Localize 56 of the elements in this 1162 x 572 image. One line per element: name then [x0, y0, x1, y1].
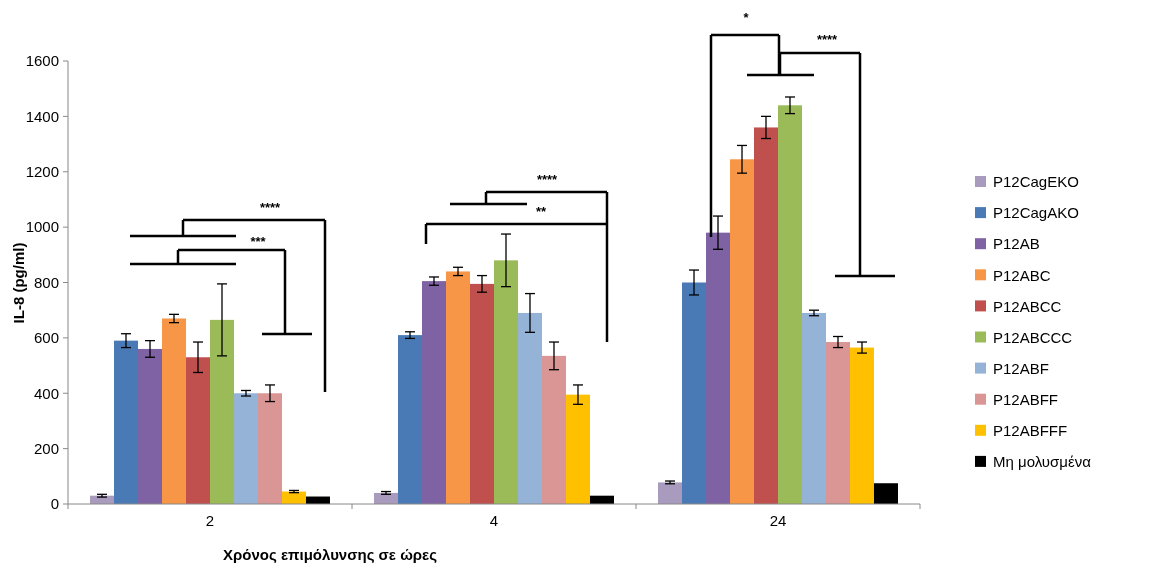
legend-label: P12ABFF: [993, 390, 1059, 408]
legend-label: P12ABF: [993, 359, 1049, 377]
bar: [494, 260, 518, 504]
y-tick-label: 0: [50, 495, 59, 513]
annotation: ****: [536, 172, 559, 187]
legend-label: P12ABFFF: [993, 422, 1068, 440]
bar: [658, 482, 683, 504]
y-tick-label: 1400: [25, 107, 59, 125]
legend-label: Μη μολυσμένα: [993, 453, 1092, 471]
bar: [114, 340, 139, 504]
legend-label: P12CagAKO: [993, 204, 1079, 222]
bar: [754, 127, 778, 504]
annotation: **: [535, 204, 547, 219]
bar: [565, 394, 590, 504]
x-tick-label: 2: [205, 512, 215, 529]
y-axis-title: IL-8 (pg/ml): [10, 242, 27, 324]
bar: [186, 357, 210, 504]
bar: [422, 281, 446, 504]
legend-label: P12CagEKO: [993, 173, 1079, 191]
y-tick-label: 800: [33, 273, 59, 291]
annotation: ****: [259, 200, 282, 215]
y-tick-label: 1200: [25, 163, 59, 180]
x-tick-label: 24: [769, 512, 787, 529]
y-tick-label: 600: [33, 329, 59, 347]
legend-label: P12ABCC: [993, 297, 1062, 315]
x-tick-label: 4: [489, 512, 499, 529]
y-tick-label: 400: [33, 384, 59, 402]
legend-label: P12ABCCC: [993, 328, 1073, 346]
bar: [138, 348, 162, 504]
bar: [706, 232, 730, 504]
bar: [682, 282, 707, 504]
bar: [470, 283, 494, 504]
bar: [210, 319, 234, 504]
bar: [826, 342, 850, 504]
bar: [258, 393, 282, 504]
bar: [398, 335, 423, 504]
legend-label: P12AB: [993, 235, 1040, 253]
annotation: ***: [250, 234, 267, 249]
bar: [374, 492, 399, 504]
bar: [730, 159, 754, 504]
bar: [162, 318, 186, 504]
bar: [873, 483, 898, 504]
bar: [446, 271, 470, 504]
text: ****: [816, 32, 839, 47]
legend-label: P12ABC: [993, 266, 1051, 284]
bar: [778, 105, 802, 504]
bar: [802, 312, 826, 504]
y-tick-label: 200: [33, 439, 59, 457]
bar: [518, 312, 542, 504]
text: *: [743, 10, 750, 25]
y-tick-label: 1600: [25, 52, 59, 70]
bar: [234, 393, 258, 504]
x-axis-title: Χρόνος επιμόλυνσης σε ώρες: [222, 546, 438, 563]
bar: [542, 355, 566, 504]
y-tick-label: 1000: [25, 218, 59, 236]
bar: [849, 347, 874, 504]
